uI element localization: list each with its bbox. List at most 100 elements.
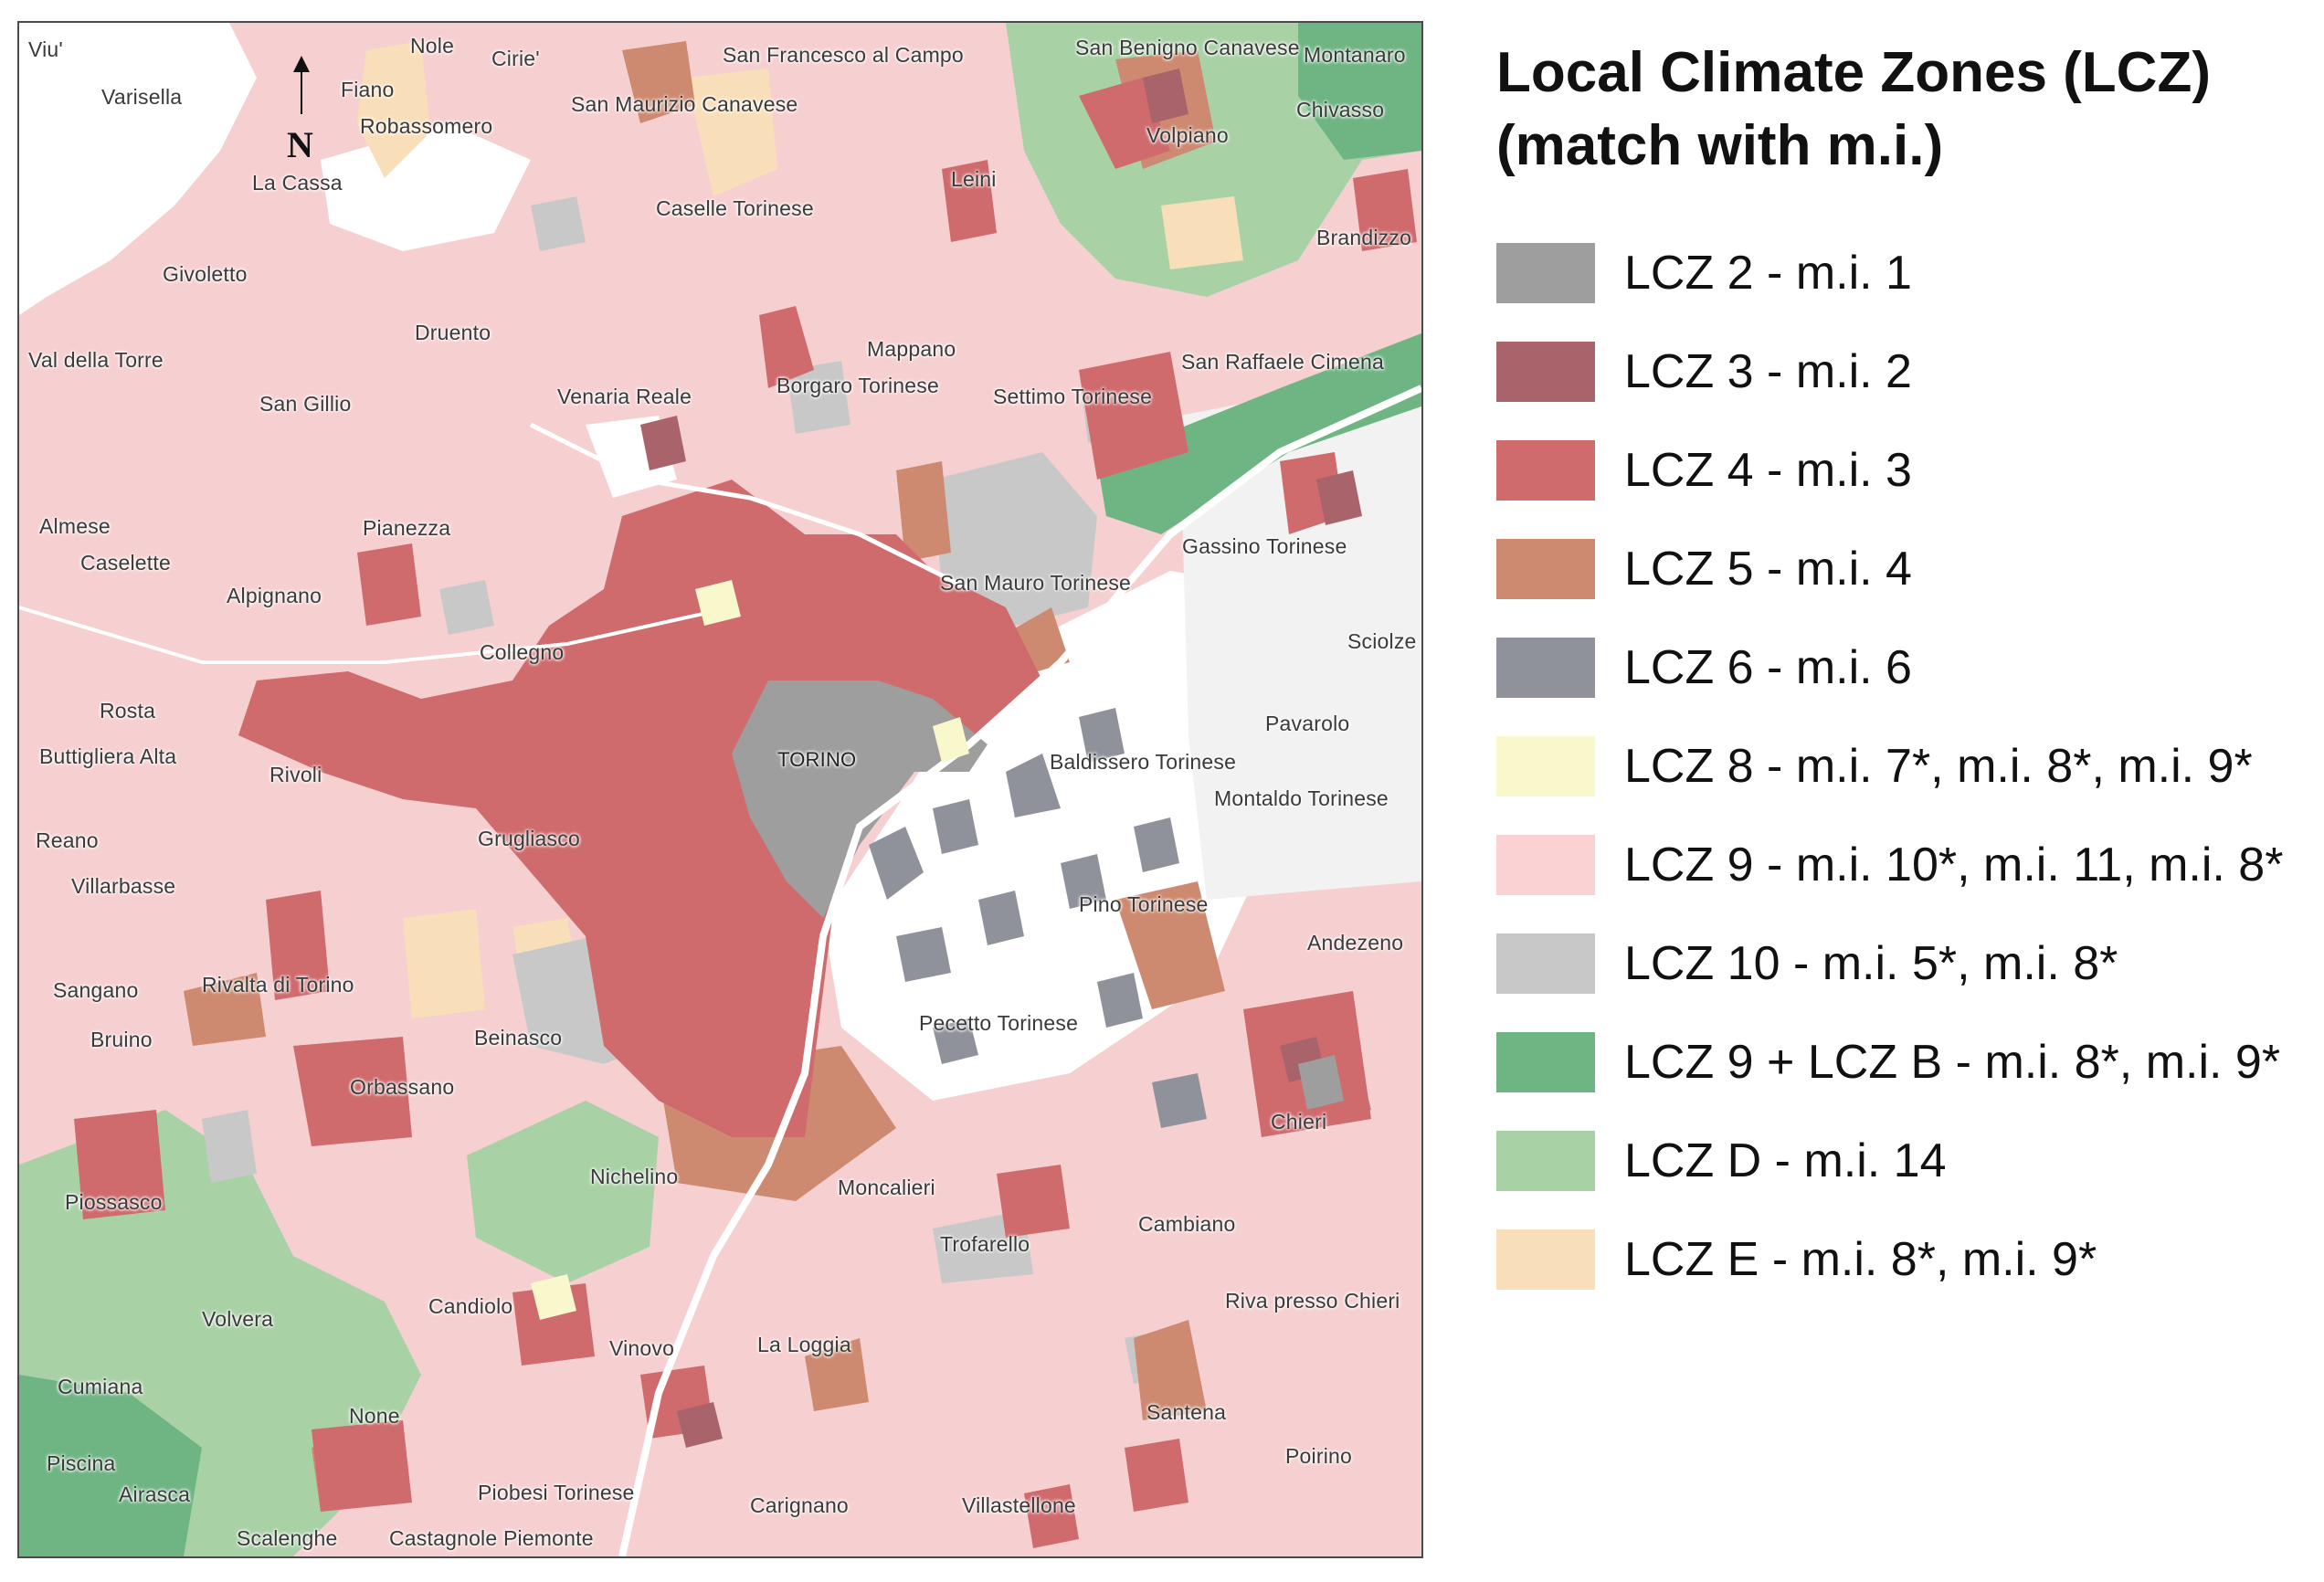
legend-label: LCZ 9 + LCZ B - m.i. 8*, m.i. 9* [1624,1036,2281,1089]
legend-swatch [1496,638,1595,698]
place-label: Venaria Reale [557,385,692,408]
place-label: Givoletto [163,262,248,286]
place-label: Poirino [1285,1444,1352,1468]
legend-label: LCZ 9 - m.i. 10*, m.i. 11, m.i. 8* [1624,838,2284,891]
place-label: Rosta [100,699,156,722]
place-label: Settimo Torinese [993,385,1153,408]
place-label: Carignano [750,1493,849,1517]
place-label: Andezeno [1307,931,1404,954]
legend-swatch [1496,1131,1595,1191]
place-label: Villastellone [962,1493,1076,1517]
place-label: Pecetto Torinese [919,1011,1079,1035]
place-label: Bruino [90,1028,153,1051]
legend-item-lcz6: LCZ 6 - m.i. 6 [1496,638,2300,698]
place-label: Rivoli [269,763,322,786]
place-label: Viu' [28,37,64,61]
lcz-9b-riverbelt [1097,333,1421,534]
place-label: Pino Torinese [1079,892,1209,916]
stura-river [529,422,971,592]
legend-swatch [1496,243,1595,303]
legend-swatch [1496,440,1595,501]
place-label: Collegno [480,640,565,664]
place-label: Alpignano [227,584,322,607]
place-label: Montanaro [1304,43,1406,67]
legend-item-lcz4: LCZ 4 - m.i. 3 [1496,440,2300,501]
place-label: Piossasco [65,1190,163,1214]
place-label: Volvera [202,1307,274,1331]
legend-label: LCZ 4 - m.i. 3 [1624,444,1912,497]
north-arrow: N [284,56,321,165]
lcz3-patches [640,69,1362,1448]
place-label: Trofarello [940,1232,1030,1256]
place-label: Gassino Torinese [1182,534,1347,558]
lcz-9b-southwest [19,1375,202,1556]
place-label: Sangano [53,978,139,1002]
place-label: San Gillio [259,392,352,416]
place-label: Caselle Torinese [656,196,814,220]
legend-item-lcz8: LCZ 8 - m.i. 7*, m.i. 8*, m.i. 9* [1496,736,2300,796]
place-label: TORINO [777,748,857,771]
legend-item-lcz5: LCZ 5 - m.i. 4 [1496,539,2300,599]
legend-swatch [1496,835,1595,895]
place-label: La Loggia [757,1333,851,1356]
place-label: San Mauro Torinese [940,571,1132,595]
po-river [618,385,1421,1556]
place-label: Val della Torre [28,348,164,372]
place-label: Reano [36,828,99,852]
place-label: Riva presso Chieri [1225,1289,1400,1313]
place-label: San Maurizio Canavese [571,92,798,116]
place-label: Buttigliera Alta [39,744,177,768]
place-label: Sciolze [1347,629,1417,653]
place-label: Druento [415,321,491,344]
place-label: Chieri [1271,1110,1327,1134]
place-label: Pianezza [363,516,451,540]
place-label: Volpiano [1146,123,1229,147]
place-label: Piobesi Torinese [478,1481,635,1504]
place-label: Cumiana [58,1375,143,1398]
legend-item-lcz2: LCZ 2 - m.i. 1 [1496,243,2300,303]
place-label: Almese [39,514,111,538]
place-label: San Francesco al Campo [723,43,964,67]
place-label: La Cassa [252,171,343,195]
place-label: Moncalieri [838,1176,935,1199]
legend-label: LCZ 6 - m.i. 6 [1624,641,1912,694]
map-frame[interactable]: N Viu' Varisella Nole Cirie' Fiano Robas… [17,21,1423,1558]
place-label: Mappano [867,337,956,361]
place-label: Nole [410,34,455,58]
legend-swatch [1496,539,1595,599]
lcz-d-nichelino [467,1101,659,1283]
place-label: Vinovo [609,1336,675,1360]
north-label: N [287,124,313,165]
legend-item-lcz-d: LCZ D - m.i. 14 [1496,1131,2300,1191]
place-label: Robassomero [360,114,493,138]
white-area-northwest [19,23,257,315]
legend-label: LCZ 5 - m.i. 4 [1624,543,1912,596]
lcz-9b-northeast [1298,23,1421,160]
legend-swatch [1496,1229,1595,1290]
place-label: Chivasso [1296,98,1385,121]
place-label: Brandizzo [1316,226,1412,249]
legend-swatch [1496,933,1595,994]
place-label: Piscina [47,1451,116,1475]
legend-item-lcz-e: LCZ E - m.i. 8*, m.i. 9* [1496,1229,2300,1290]
place-label: Leini [951,167,997,191]
place-label: San Benigno Canavese [1075,36,1300,59]
place-label: Candiolo [428,1294,513,1318]
place-label: Castagnole Piemonte [389,1526,594,1550]
legend-item-lcz9: LCZ 9 - m.i. 10*, m.i. 11, m.i. 8* [1496,835,2300,895]
north-arrow-head-icon [293,56,310,72]
place-label: Airasca [119,1482,191,1506]
legend: Local Climate Zones (LCZ) (match with m.… [1496,37,2300,1328]
north-arrow-shaft [301,67,302,114]
lcz2-torino-centre [732,680,988,918]
place-label: Cirie' [491,47,540,70]
place-label: Cambiano [1138,1212,1236,1236]
legend-item-lcz9-b: LCZ 9 + LCZ B - m.i. 8*, m.i. 9* [1496,1032,2300,1092]
lcz8-patches [531,580,969,1320]
place-label: Caselette [80,551,171,575]
place-label: None [349,1404,400,1428]
place-label: Montaldo Torinese [1214,786,1389,810]
legend-label: LCZ 3 - m.i. 2 [1624,345,1912,398]
hills-east-texture [1179,370,1421,900]
legend-item-lcz3: LCZ 3 - m.i. 2 [1496,342,2300,402]
